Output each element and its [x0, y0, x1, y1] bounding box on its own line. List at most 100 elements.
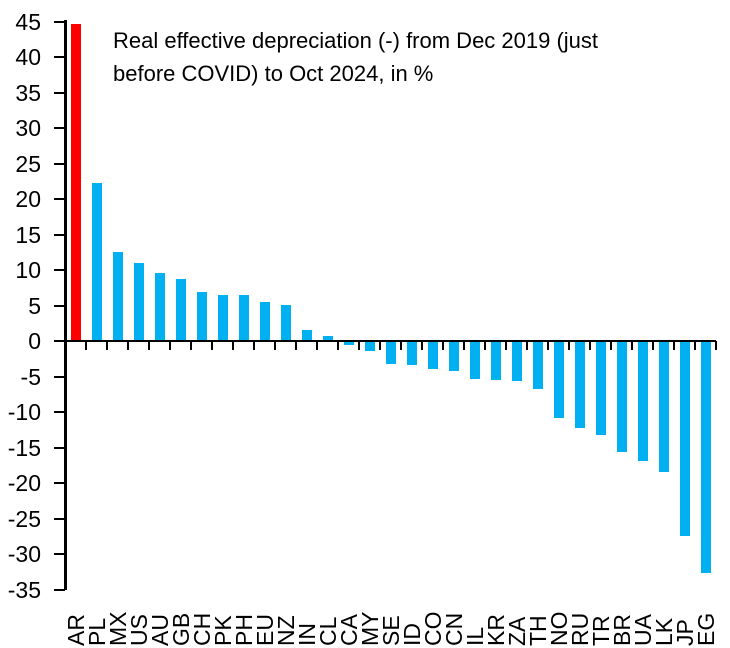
x-axis-tick [190, 341, 193, 350]
y-axis-tick-label: 35 [15, 79, 41, 106]
x-axis-label-eg: EG [692, 612, 719, 646]
bar-id [406, 341, 417, 366]
y-axis-tick [54, 127, 65, 129]
y-axis-tick-label: -25 [7, 505, 41, 532]
bar-cl [322, 336, 333, 341]
bar-za [511, 341, 522, 382]
y-axis-tick-label: -30 [7, 541, 41, 567]
y-axis-tick [54, 517, 65, 520]
x-axis-tick [463, 341, 466, 350]
y-axis-tick [54, 162, 65, 165]
bar-tr [595, 341, 606, 435]
bar-pk [217, 294, 228, 341]
y-axis-tick [54, 588, 65, 591]
bar-jp [679, 341, 690, 536]
bar-au [154, 272, 165, 341]
bar-co [427, 341, 438, 369]
chart-title-line-2: before COVID) to Oct 2024, in % [113, 61, 434, 86]
x-axis-tick [64, 341, 67, 350]
y-axis-tick [54, 91, 65, 94]
y-axis-tick-label: -15 [7, 434, 41, 461]
x-axis-tick [379, 341, 382, 350]
x-axis-tick [127, 341, 130, 350]
y-axis-tick [54, 553, 65, 555]
bar-eu [259, 301, 270, 341]
x-axis-tick [295, 341, 298, 350]
y-axis-tick [54, 482, 65, 484]
y-axis-tick-label: 30 [15, 115, 41, 141]
bar-il [469, 341, 480, 380]
x-axis-tick [694, 341, 696, 350]
y-axis-tick [54, 304, 65, 307]
x-axis-tick [652, 341, 655, 350]
bar-my [364, 341, 375, 351]
x-axis-tick [169, 341, 172, 350]
y-axis-tick-label: -20 [7, 470, 41, 496]
x-axis-tick [232, 341, 235, 350]
bar-ua [637, 341, 648, 461]
x-axis-tick [673, 341, 676, 350]
bar-no [553, 341, 564, 418]
x-axis-tick [568, 341, 571, 350]
y-axis-tick [54, 340, 65, 342]
x-axis-tick [337, 341, 340, 350]
bar-kr [490, 341, 501, 381]
x-axis-tick [484, 341, 487, 350]
x-axis-tick [421, 341, 424, 350]
bar-ph [238, 294, 249, 341]
y-axis-tick [54, 20, 65, 23]
x-axis-tick [211, 341, 214, 350]
bar-ca [343, 341, 354, 345]
bar-in [301, 330, 312, 341]
y-axis-tick [54, 56, 65, 58]
bar-nz [280, 304, 291, 341]
bar-se [385, 341, 396, 365]
y-axis-tick-label: 15 [15, 221, 41, 248]
y-axis-tick-label: 40 [15, 44, 41, 70]
y-axis-tick-label: -35 [7, 576, 41, 603]
x-axis-tick [631, 341, 634, 350]
y-axis-tick-label: 20 [15, 186, 41, 212]
y-axis-line [64, 20, 67, 590]
y-axis-tick-label: 5 [28, 292, 41, 319]
y-axis-tick [54, 198, 65, 200]
x-axis-tick [106, 341, 109, 350]
y-axis-tick [54, 446, 65, 449]
bar-cn [448, 341, 459, 371]
bar-th [532, 341, 543, 390]
bar-eg [700, 341, 711, 574]
x-axis-tick [526, 341, 529, 350]
y-axis-tick-label: -5 [20, 363, 41, 390]
x-axis-tick [358, 341, 361, 350]
bar-gb [175, 278, 186, 341]
y-axis-tick [54, 411, 65, 413]
x-axis-tick [253, 341, 256, 350]
x-axis-tick [400, 341, 403, 350]
x-axis-zero-line [64, 339, 716, 343]
chart-title: Real effective depreciation (-) from Dec… [113, 24, 693, 90]
bar-pl [91, 182, 102, 341]
chart-title-line-1: Real effective depreciation (-) from Dec… [113, 28, 599, 53]
x-axis-tick [148, 341, 151, 350]
y-axis-tick-label: 10 [15, 257, 41, 283]
y-axis-tick-label: 45 [15, 8, 41, 35]
bar-ru [574, 341, 585, 428]
y-axis-tick-label: 0 [28, 328, 41, 354]
x-axis-tick [547, 341, 550, 350]
x-axis-tick [316, 341, 319, 350]
y-axis-tick [54, 375, 65, 378]
x-axis-tick [610, 341, 613, 350]
bar-mx [112, 252, 123, 341]
bar-us [133, 262, 144, 341]
x-axis-tick [505, 341, 508, 350]
bar-ar [70, 24, 81, 341]
x-axis-tick [274, 341, 277, 350]
bar-ch [196, 292, 207, 341]
bar-lk [658, 341, 669, 473]
bar-br [616, 341, 627, 452]
y-axis-tick [54, 233, 65, 236]
x-axis-tick [85, 341, 88, 350]
y-axis-tick-label: 25 [15, 150, 41, 177]
x-axis-tick [442, 341, 445, 350]
